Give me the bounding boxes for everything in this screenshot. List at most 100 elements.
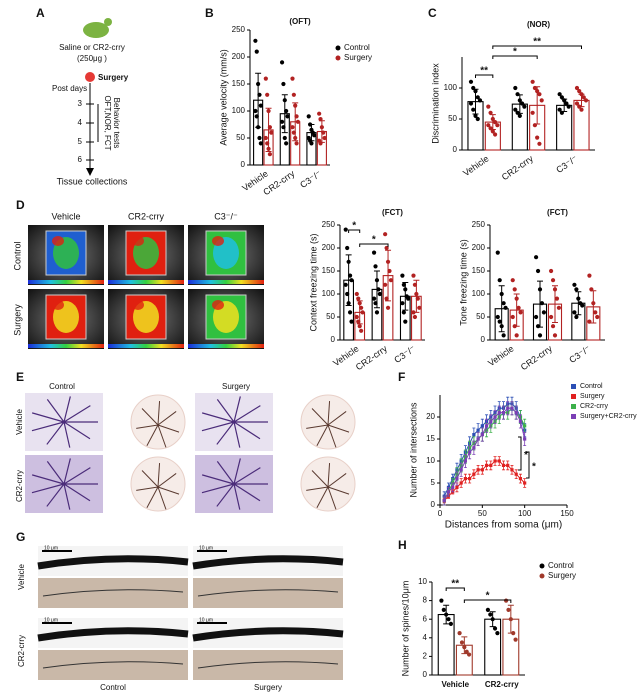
mouse-icon bbox=[83, 22, 109, 38]
point bbox=[492, 626, 498, 631]
point bbox=[354, 291, 359, 297]
error-bar bbox=[292, 102, 299, 142]
trace-img bbox=[193, 650, 343, 680]
point bbox=[343, 282, 348, 287]
x-tick-label: C3⁻/⁻ bbox=[567, 343, 592, 365]
y-axis-label: Number of spines/10μm bbox=[400, 581, 410, 677]
point bbox=[349, 319, 354, 324]
point bbox=[552, 287, 558, 292]
point bbox=[359, 305, 364, 310]
point bbox=[346, 301, 351, 306]
day: 6 bbox=[78, 155, 83, 164]
point bbox=[516, 305, 521, 310]
point bbox=[267, 152, 273, 157]
dendrite bbox=[37, 627, 189, 642]
point bbox=[417, 305, 422, 310]
point bbox=[414, 291, 419, 297]
y-tick-label: 50 bbox=[326, 312, 335, 321]
row-label: Control bbox=[12, 241, 22, 270]
day: 4 bbox=[78, 118, 83, 127]
y-tick-label: 2 bbox=[423, 652, 428, 661]
x-tick-label: C3⁻/⁻ bbox=[392, 343, 417, 365]
y-tick-label: 0 bbox=[423, 670, 428, 679]
dendrite bbox=[37, 555, 189, 570]
point bbox=[284, 108, 289, 114]
row-label: CR2-crry bbox=[15, 470, 24, 502]
legend-label: Surgery bbox=[580, 393, 605, 400]
y-tick-label: 200 bbox=[472, 243, 486, 252]
y-tick-label: 6 bbox=[423, 614, 428, 623]
point bbox=[256, 125, 261, 130]
point bbox=[411, 273, 416, 278]
point bbox=[513, 107, 518, 112]
point bbox=[583, 98, 589, 103]
point bbox=[515, 110, 520, 115]
sig-bracket bbox=[492, 55, 538, 59]
row-label: Surgery bbox=[12, 304, 22, 336]
point bbox=[321, 130, 326, 135]
point bbox=[517, 98, 522, 103]
sig-label: * bbox=[486, 591, 490, 602]
point bbox=[371, 250, 377, 255]
point bbox=[550, 324, 556, 329]
y-tick-label: 250 bbox=[232, 25, 246, 34]
point bbox=[579, 107, 584, 112]
point bbox=[269, 130, 274, 135]
x-tick-label: CR2-crry bbox=[500, 153, 536, 182]
point bbox=[471, 85, 476, 91]
col-label: CR2-crry bbox=[128, 211, 164, 221]
point bbox=[291, 92, 296, 97]
point bbox=[495, 631, 500, 636]
hotspot bbox=[132, 236, 144, 246]
point bbox=[574, 85, 580, 91]
trace bbox=[42, 589, 184, 597]
point bbox=[473, 113, 478, 118]
tracing bbox=[136, 463, 180, 510]
point bbox=[533, 314, 539, 320]
point bbox=[522, 104, 527, 109]
trace-img bbox=[38, 650, 188, 680]
bar bbox=[484, 618, 502, 676]
point bbox=[503, 305, 508, 310]
dendrite bbox=[192, 555, 344, 570]
legend-marker bbox=[571, 404, 576, 409]
x-tick-label: 150 bbox=[560, 509, 574, 518]
point bbox=[317, 111, 322, 116]
y-tick-label: 0 bbox=[431, 500, 436, 509]
point bbox=[256, 81, 261, 87]
sig-bracket bbox=[445, 587, 465, 591]
point bbox=[533, 255, 539, 260]
point bbox=[258, 141, 263, 146]
point bbox=[373, 301, 378, 306]
x-tick-label: Vehicle bbox=[441, 680, 469, 689]
point bbox=[513, 85, 518, 91]
point bbox=[357, 324, 362, 329]
point bbox=[281, 81, 286, 87]
sig-label: * bbox=[513, 47, 517, 58]
col-label: Control bbox=[100, 683, 126, 692]
legend-label: Surgery bbox=[344, 53, 372, 62]
point bbox=[401, 310, 406, 315]
y-tick-label: 50 bbox=[448, 114, 457, 123]
point bbox=[589, 287, 594, 292]
point bbox=[532, 123, 538, 128]
point bbox=[446, 617, 451, 622]
point bbox=[400, 273, 405, 278]
point bbox=[497, 278, 502, 283]
panel-e: Control Surgery Vehicle CR2-crry bbox=[15, 382, 356, 513]
hotspot bbox=[52, 236, 64, 246]
ticks bbox=[86, 103, 99, 161]
trace bbox=[42, 661, 184, 669]
y-tick-label: 0 bbox=[453, 145, 458, 154]
point bbox=[253, 38, 258, 43]
point bbox=[490, 116, 495, 122]
point bbox=[486, 104, 491, 109]
y-tick-label: 100 bbox=[472, 289, 486, 298]
marker bbox=[523, 424, 527, 428]
point bbox=[254, 49, 259, 54]
point bbox=[374, 278, 380, 283]
panel-a: Saline or CR2-crry (250μg ) Surgery Post… bbox=[52, 18, 129, 186]
panel-letter: F bbox=[398, 370, 405, 384]
point bbox=[263, 135, 268, 141]
legend-marker bbox=[335, 55, 341, 61]
